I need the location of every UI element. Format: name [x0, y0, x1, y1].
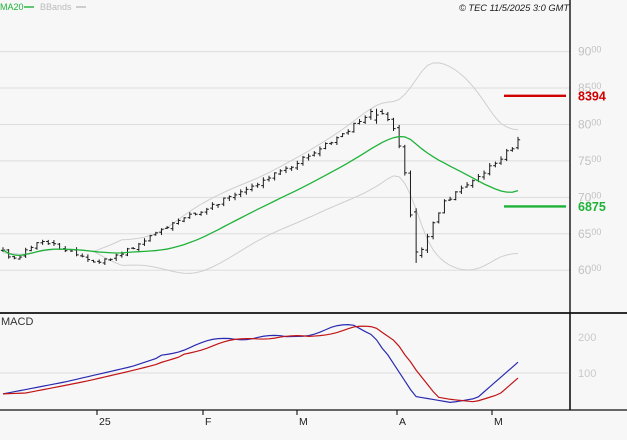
svg-text:6875: 6875 [578, 200, 606, 214]
svg-text:M: M [299, 416, 308, 428]
svg-text:200: 200 [578, 332, 596, 344]
svg-text:100: 100 [578, 368, 596, 380]
svg-text:BBands: BBands [40, 2, 72, 12]
svg-text:MA20: MA20 [0, 2, 24, 12]
svg-text:A: A [399, 416, 406, 428]
svg-text:F: F [205, 416, 211, 428]
svg-text:M: M [494, 416, 503, 428]
svg-text:MACD: MACD [1, 316, 33, 328]
svg-text:8394: 8394 [578, 89, 606, 103]
svg-text:© TEC 11/5/2025 3:0 GMT: © TEC 11/5/2025 3:0 GMT [459, 3, 570, 13]
svg-text:25: 25 [99, 416, 111, 428]
